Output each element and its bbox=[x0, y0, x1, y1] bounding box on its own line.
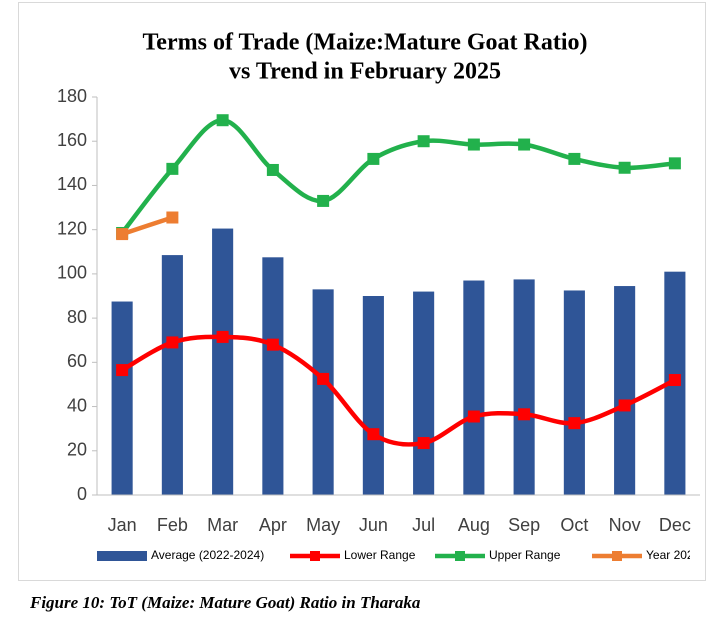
marker bbox=[518, 408, 531, 421]
legend-marker bbox=[455, 551, 465, 561]
marker bbox=[417, 437, 430, 450]
x-tick-label: May bbox=[306, 515, 340, 535]
marker bbox=[166, 336, 179, 349]
bar bbox=[362, 296, 384, 495]
line bbox=[120, 117, 676, 235]
legend: Average (2022-2024) Lower Range Upper Rang… bbox=[97, 548, 701, 562]
bar bbox=[463, 280, 485, 495]
legend-label: Lower Range bbox=[344, 548, 416, 562]
y-tick-label: 100 bbox=[57, 263, 87, 283]
bar bbox=[312, 289, 334, 495]
x-tick-label: Dec bbox=[659, 515, 691, 535]
bar bbox=[413, 291, 435, 495]
x-tick-label: Sep bbox=[508, 515, 540, 535]
marker bbox=[467, 138, 480, 151]
marker bbox=[116, 228, 129, 241]
bar bbox=[161, 255, 183, 495]
x-tick-label: Jun bbox=[359, 515, 388, 535]
bar bbox=[563, 290, 585, 495]
marker bbox=[568, 152, 581, 165]
y-tick-label: 20 bbox=[67, 440, 87, 460]
legend-label: Year 2025 bbox=[646, 548, 701, 562]
caption: Figure 10: ToT (Maize: Mature Goat) Rati… bbox=[29, 593, 421, 612]
marker bbox=[166, 211, 179, 224]
x-tick-label: Jul bbox=[412, 515, 435, 535]
marker bbox=[618, 161, 631, 174]
y-tick-label: 40 bbox=[67, 395, 87, 415]
x-tick-label: Mar bbox=[207, 515, 238, 535]
marker bbox=[116, 364, 129, 377]
legend-marker bbox=[612, 551, 622, 561]
marker bbox=[367, 152, 380, 165]
y-tick-label: 60 bbox=[67, 351, 87, 371]
marker bbox=[317, 194, 330, 207]
bar bbox=[262, 257, 284, 495]
marker bbox=[216, 114, 229, 127]
y-tick-label: 80 bbox=[67, 307, 87, 327]
chart-border bbox=[18, 2, 706, 581]
x-tick-label: Apr bbox=[259, 515, 287, 535]
bar bbox=[111, 301, 133, 495]
marker bbox=[668, 374, 681, 387]
marker bbox=[417, 135, 430, 148]
marker bbox=[518, 138, 531, 151]
legend-swatch bbox=[97, 551, 147, 561]
legend-marker bbox=[310, 551, 320, 561]
x-tick-label: Oct bbox=[560, 515, 588, 535]
marker bbox=[266, 338, 279, 351]
y-tick-label: 160 bbox=[57, 130, 87, 150]
y-tick-label: 140 bbox=[57, 174, 87, 194]
chart-title: vs Trend in February 2025 bbox=[229, 59, 501, 85]
marker bbox=[367, 428, 380, 441]
x-tick-label: Aug bbox=[458, 515, 490, 535]
legend-label: Average (2022-2024) bbox=[151, 548, 264, 562]
marker bbox=[166, 162, 179, 175]
legend-label: Upper Range bbox=[489, 548, 561, 562]
y-tick-label: 0 bbox=[77, 484, 87, 504]
marker bbox=[618, 399, 631, 412]
line bbox=[121, 334, 676, 447]
x-tick-label: Feb bbox=[157, 515, 188, 535]
bar bbox=[614, 286, 636, 495]
y-tick-label: 120 bbox=[57, 218, 87, 238]
bar bbox=[212, 228, 234, 496]
bar bbox=[513, 279, 535, 495]
y-tick-label: 180 bbox=[57, 86, 87, 106]
marker bbox=[266, 163, 279, 176]
marker bbox=[317, 372, 330, 385]
marker bbox=[216, 330, 229, 343]
chart-title: Terms of Trade (Maize:Mature Goat Ratio) bbox=[143, 30, 588, 56]
marker bbox=[467, 410, 480, 423]
marker bbox=[668, 157, 681, 170]
x-tick-label: Nov bbox=[609, 515, 641, 535]
marker bbox=[568, 417, 581, 430]
x-tick-label: Jan bbox=[108, 515, 137, 535]
